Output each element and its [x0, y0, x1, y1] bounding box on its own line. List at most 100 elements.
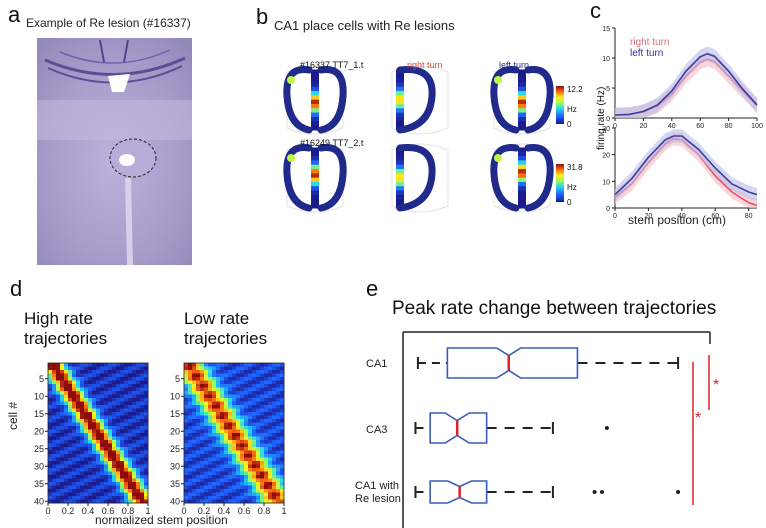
heat-cell — [232, 440, 237, 444]
heat-cell — [48, 492, 53, 497]
heat-cell — [216, 366, 221, 371]
heat-cell — [196, 426, 201, 430]
heat-cell — [100, 496, 105, 500]
heat-cell — [244, 366, 249, 371]
heat-cell — [88, 408, 93, 413]
heat-cell — [220, 485, 225, 490]
heat-cell — [80, 450, 85, 455]
heat-cell — [136, 419, 141, 423]
heat-cell — [124, 471, 129, 476]
heat-cell — [220, 482, 225, 486]
heat-cell — [200, 485, 205, 490]
stem-bin — [518, 177, 526, 183]
heat-cell — [212, 426, 217, 430]
heat-cell — [280, 415, 285, 420]
heat-cell — [132, 454, 137, 458]
heat-cell — [56, 366, 61, 371]
heat-cell — [264, 429, 269, 434]
heat-cell — [124, 461, 129, 465]
heat-cell — [144, 398, 149, 402]
heat-cell — [268, 457, 273, 462]
heat-cell — [112, 387, 117, 392]
heat-cell — [200, 422, 205, 427]
heat-cell — [200, 443, 205, 448]
heat-cell — [196, 457, 201, 462]
heat-cell — [116, 408, 121, 413]
heat-cell — [260, 443, 265, 448]
heat-cell — [236, 394, 241, 399]
stem-bin — [518, 181, 526, 187]
heat-cell — [236, 447, 241, 451]
heat-cell — [84, 478, 89, 483]
heat-cell — [248, 496, 253, 500]
heat-cell — [220, 387, 225, 392]
heat-cell — [184, 419, 189, 423]
heat-cell — [76, 401, 81, 406]
heat-cell — [256, 408, 261, 413]
heat-cell — [240, 485, 245, 490]
heat-cell — [184, 370, 189, 374]
heat-cell — [116, 426, 121, 430]
heat-cell — [104, 443, 109, 448]
heat-cell — [128, 485, 133, 490]
cell-id-1: #16337 TT7_1.t — [300, 60, 364, 70]
heat-cell — [108, 433, 113, 437]
heat-cell — [88, 412, 93, 416]
heat-cell — [64, 377, 69, 381]
heat-cell — [72, 478, 77, 483]
heat-cell — [56, 398, 61, 402]
heat-cell — [48, 436, 53, 441]
heat-cell — [248, 482, 253, 486]
heat-cell — [84, 447, 89, 451]
heat-cell — [100, 464, 105, 469]
y-tick-label: 30 — [602, 126, 610, 133]
heat-cell — [276, 401, 281, 406]
heat-cell — [232, 405, 237, 409]
heat-cell — [128, 492, 133, 497]
heat-cell — [72, 457, 77, 462]
heat-cell — [76, 415, 81, 420]
heat-cell — [136, 415, 141, 420]
heat-cell — [264, 443, 269, 448]
heat-cell — [252, 373, 257, 378]
heat-cell — [60, 419, 65, 423]
heat-cell — [256, 419, 261, 423]
heat-cell — [92, 384, 97, 388]
heat-cell — [200, 468, 205, 472]
y-tick-label: 15 — [34, 409, 44, 419]
heat-cell — [192, 384, 197, 388]
heat-cell — [64, 412, 69, 416]
heat-cell — [208, 454, 213, 458]
heat-cell — [272, 387, 277, 392]
heat-cell — [84, 475, 89, 479]
heat-cell — [280, 380, 285, 385]
heat-cell — [56, 499, 61, 504]
heat-cell — [116, 489, 121, 493]
heat-cell — [196, 492, 201, 497]
heat-cell — [72, 450, 77, 455]
heat-cell — [184, 436, 189, 441]
heat-cell — [60, 464, 65, 469]
heat-cell — [104, 464, 109, 469]
heat-cell — [216, 475, 221, 479]
heat-cell — [188, 489, 193, 493]
heat-cell — [48, 499, 53, 504]
heat-cell — [208, 398, 213, 402]
heat-cell — [116, 429, 121, 434]
heat-cell — [264, 433, 269, 437]
y-tick-label: 10 — [602, 179, 610, 186]
heat-cell — [136, 464, 141, 469]
heat-cell — [68, 405, 73, 409]
heat-cell — [64, 363, 69, 367]
heat-cell — [64, 415, 69, 420]
heat-cell — [144, 492, 149, 497]
heat-cell — [236, 366, 241, 371]
heat-cell — [256, 468, 261, 472]
heat-cell — [76, 433, 81, 437]
heat-cell — [280, 499, 285, 504]
heat-cell — [244, 415, 249, 420]
heat-cell — [204, 401, 209, 406]
heat-cell — [80, 482, 85, 486]
heat-cell — [196, 415, 201, 420]
heat-cell — [120, 419, 125, 423]
